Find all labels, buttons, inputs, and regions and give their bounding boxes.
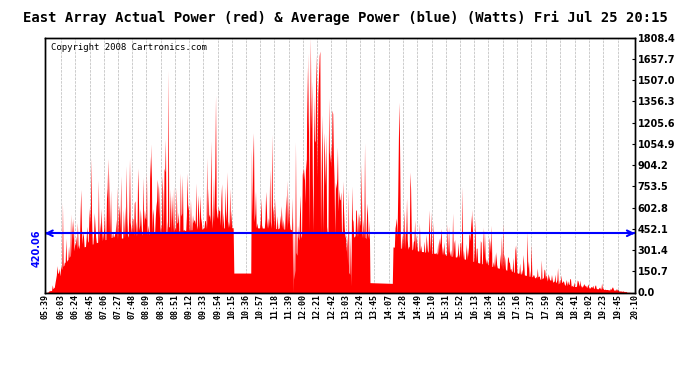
Text: Copyright 2008 Cartronics.com: Copyright 2008 Cartronics.com bbox=[51, 43, 206, 52]
Text: East Array Actual Power (red) & Average Power (blue) (Watts) Fri Jul 25 20:15: East Array Actual Power (red) & Average … bbox=[23, 11, 667, 26]
